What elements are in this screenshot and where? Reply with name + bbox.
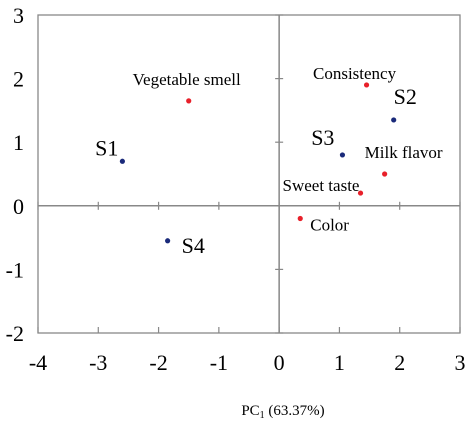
data-points	[119, 82, 397, 244]
plot-border	[37, 14, 461, 334]
x-tick-label: -2	[149, 350, 167, 375]
y-tick-label: 0	[13, 194, 24, 219]
x-axis-title-suffix: (63.37%)	[265, 403, 325, 419]
y-tick-label: 1	[13, 130, 24, 155]
attribute-label: Milk flavor	[365, 143, 443, 162]
attribute-label: Color	[310, 216, 349, 235]
attribute-label: Vegetable smell	[133, 70, 241, 89]
x-tick-label: -1	[210, 350, 228, 375]
sample-label: S2	[394, 84, 417, 109]
point-labels: S1 S2 S3 S4 Vegetable smell Consistency Milk f…	[95, 64, 443, 258]
y-tick-label: 3	[13, 3, 24, 28]
attribute-label: Consistency	[313, 64, 397, 83]
axis-ticks	[37, 14, 461, 334]
y-tick-label: 2	[13, 67, 24, 92]
attribute-point	[382, 171, 388, 177]
x-tick-label: -4	[29, 350, 47, 375]
attribute-point	[363, 82, 370, 88]
x-tick-label: 1	[334, 350, 345, 375]
x-tick-label: 0	[274, 350, 285, 375]
attribute-label: Sweet taste	[283, 176, 360, 195]
x-tick-label: -3	[89, 350, 107, 375]
x-axis-title-prefix: PC	[241, 403, 259, 419]
sample-point	[339, 152, 346, 158]
attribute-point	[357, 190, 364, 196]
x-axis-title-subscript: 1	[260, 410, 265, 421]
attribute-point	[186, 98, 192, 104]
zero-lines	[38, 15, 460, 333]
y-tick-label: -1	[6, 257, 24, 282]
sample-label: S1	[95, 135, 118, 160]
x-tick-label: 3	[455, 350, 466, 375]
x-tick-label: 2	[394, 350, 405, 375]
sample-label: S4	[182, 233, 205, 258]
sample-point	[119, 158, 125, 164]
tick-labels: -4 -3 -2 -1 0 1 2 3 -2 -1 0 1 2 3	[6, 3, 466, 375]
sample-point	[391, 117, 397, 123]
sample-point	[165, 238, 171, 244]
x-axis-title: PC1 (63.37%)	[241, 403, 324, 421]
sample-label: S3	[311, 125, 334, 150]
y-tick-label: -2	[6, 321, 24, 346]
attribute-point	[297, 215, 303, 222]
plot-frame	[37, 14, 461, 334]
